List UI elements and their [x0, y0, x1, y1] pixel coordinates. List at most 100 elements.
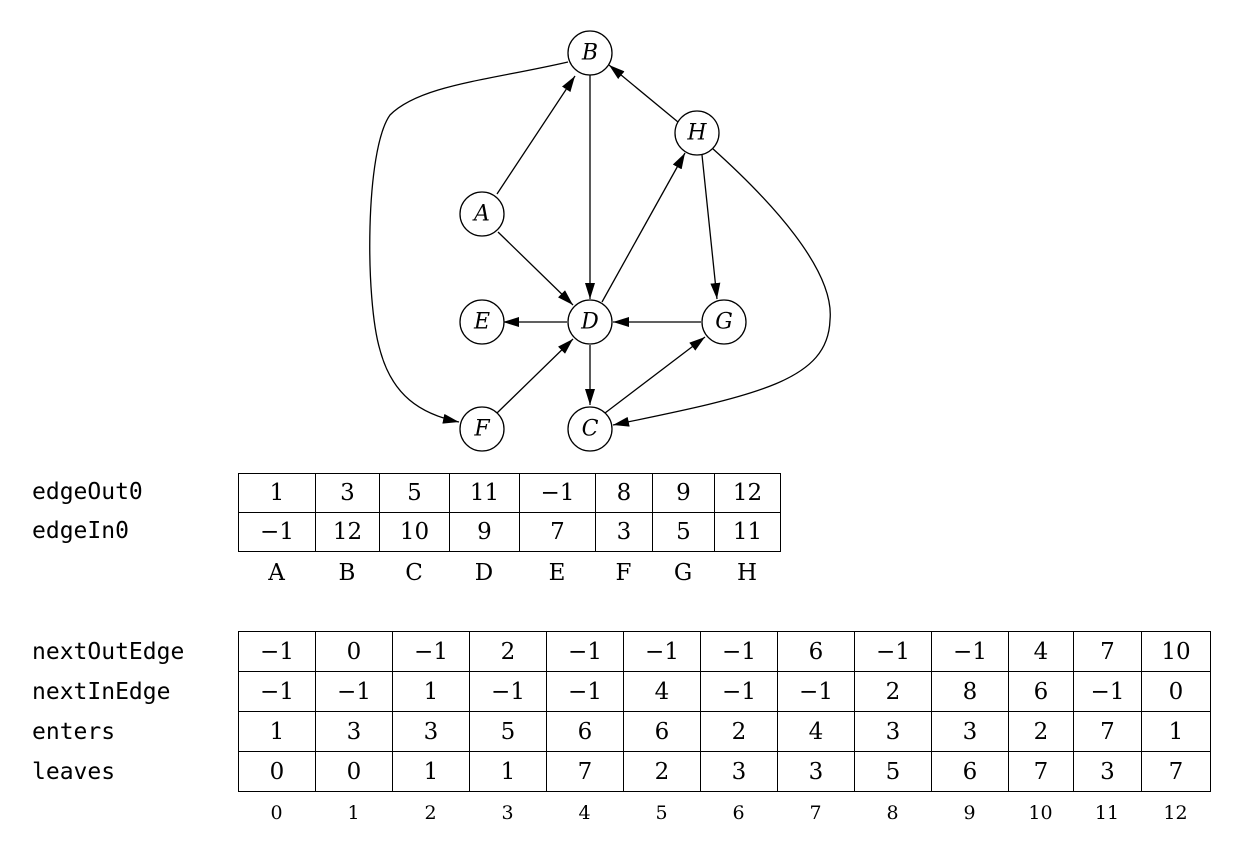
edge-B-F — [369, 61, 569, 424]
edge-cell: 8 — [931, 671, 1009, 712]
vertex-cell: 5 — [652, 512, 715, 552]
edge-cell: −1 — [469, 671, 547, 712]
row-label-edgeOut0: edgeOut0 — [32, 479, 143, 505]
edge-cell: −1 — [931, 631, 1009, 672]
vertex-column-label: H — [736, 560, 758, 586]
node-F: F — [459, 406, 505, 452]
vertex-column-label: B — [338, 560, 356, 586]
edge-column-label: 0 — [270, 802, 283, 824]
vertex-table: 1 3 5 11 −1 8 9 12 −1 12 10 9 7 3 5 11 — [238, 473, 781, 552]
edge-cell: 3 — [854, 711, 932, 752]
row-label-leaves: leaves — [32, 759, 116, 785]
edge-cell: 0 — [315, 751, 393, 792]
vertex-row-edgeIn0: −1 12 10 9 7 3 5 11 — [238, 512, 781, 552]
edge-cell: 5 — [854, 751, 932, 792]
edge-cell: −1 — [546, 671, 624, 712]
row-label-nextOutEdge: nextOutEdge — [32, 639, 185, 665]
node-A: A — [459, 191, 505, 237]
vertex-cell: 10 — [379, 512, 450, 552]
edge-cell: 1 — [469, 751, 547, 792]
row-label-nextInEdge: nextInEdge — [32, 679, 171, 705]
edge-cell: 0 — [1141, 671, 1211, 712]
edge-cell: 3 — [1073, 751, 1142, 792]
edge-cell: 1 — [1141, 711, 1211, 752]
edge-cell: 6 — [623, 711, 701, 752]
edge-cell: −1 — [546, 631, 624, 672]
edge-column-label: 1 — [347, 802, 360, 824]
edge-cell: 2 — [854, 671, 932, 712]
node-G: G — [701, 299, 747, 345]
edge-cell: −1 — [777, 671, 855, 712]
edge-cell: 6 — [1008, 671, 1074, 712]
edge-column-label: 5 — [655, 802, 668, 824]
vertex-cell: 5 — [379, 473, 450, 513]
edge-cell: 5 — [469, 711, 547, 752]
node-H: H — [674, 110, 720, 156]
edge-cell: −1 — [854, 631, 932, 672]
edge-cell: 3 — [392, 711, 470, 752]
edge-cell: −1 — [1073, 671, 1142, 712]
edge-cell: 7 — [546, 751, 624, 792]
edge-cell: 7 — [1073, 631, 1142, 672]
edge-row-nextInEdge: −1 −1 1 −1 −1 4 −1 −1 2 8 6 −1 0 — [238, 671, 1211, 712]
node-C: C — [567, 406, 613, 452]
edge-cell: 1 — [238, 711, 316, 752]
edge-column-label: 3 — [501, 802, 514, 824]
edge-cell: 3 — [931, 711, 1009, 752]
node-label-A: A — [472, 202, 490, 227]
node-label-G: G — [715, 310, 733, 335]
edge-cell: 2 — [1008, 711, 1074, 752]
edge-cell: 7 — [1008, 751, 1074, 792]
edge-table: −1 0 −1 2 −1 −1 −1 6 −1 −1 4 7 10 −1 −1 … — [238, 631, 1211, 792]
edge-cell: 7 — [1073, 711, 1142, 752]
node-label-C: C — [582, 417, 599, 442]
row-label-enters: enters — [32, 719, 116, 745]
vertex-cell: 11 — [714, 512, 781, 552]
node-label-E: E — [473, 310, 490, 335]
edge-row-leaves: 0 0 1 1 7 2 3 3 5 6 7 3 7 — [238, 751, 1211, 792]
node-label-H: H — [686, 121, 707, 146]
node-B: B — [567, 30, 613, 76]
edge-cell: −1 — [623, 631, 701, 672]
edge-cell: −1 — [392, 631, 470, 672]
vertex-cell: 12 — [315, 512, 380, 552]
edge-column-label: 6 — [732, 802, 745, 824]
edge-D-H — [601, 152, 686, 303]
edge-A-D — [497, 231, 574, 306]
edge-H-G — [701, 154, 721, 300]
edge-cell: −1 — [315, 671, 393, 712]
vertex-cell: 3 — [595, 512, 653, 552]
node-label-B: B — [581, 41, 598, 66]
edge-cell: 3 — [700, 751, 778, 792]
edge-row-nextOutEdge: −1 0 −1 2 −1 −1 −1 6 −1 −1 4 7 10 — [238, 631, 1211, 672]
edge-cell: 7 — [1141, 751, 1211, 792]
directed-graph: B H A E D G F C — [369, 30, 831, 452]
vertex-column-label: D — [474, 560, 494, 586]
edge-cell: −1 — [700, 631, 778, 672]
vertex-column-label: C — [405, 560, 423, 586]
vertex-row-edgeOut0: 1 3 5 11 −1 8 9 12 — [238, 473, 781, 513]
vertex-column-label: E — [548, 560, 566, 586]
row-label-edgeIn0: edgeIn0 — [32, 518, 129, 544]
edge-cell: 2 — [469, 631, 547, 672]
edge-cell: −1 — [238, 671, 316, 712]
vertex-cell: 8 — [595, 473, 653, 513]
vertex-column-label: F — [615, 560, 632, 586]
edge-H-B — [608, 64, 679, 123]
edge-A-B — [496, 75, 576, 195]
edge-cell: −1 — [700, 671, 778, 712]
vertex-cell: 9 — [449, 512, 520, 552]
edge-cell: 6 — [546, 711, 624, 752]
edge-column-label: 12 — [1163, 802, 1188, 824]
vertex-column-label: A — [268, 560, 285, 586]
edge-cell: 0 — [238, 751, 316, 792]
edge-cell: 2 — [623, 751, 701, 792]
node-label-F: F — [473, 417, 490, 442]
edge-column-label: 10 — [1028, 802, 1053, 824]
edge-C-G — [604, 336, 706, 414]
edge-F-D — [496, 338, 574, 414]
edge-cell: 4 — [777, 711, 855, 752]
vertex-cell: 12 — [714, 473, 781, 513]
edge-column-label: 11 — [1094, 802, 1120, 824]
edge-cell: −1 — [238, 631, 316, 672]
